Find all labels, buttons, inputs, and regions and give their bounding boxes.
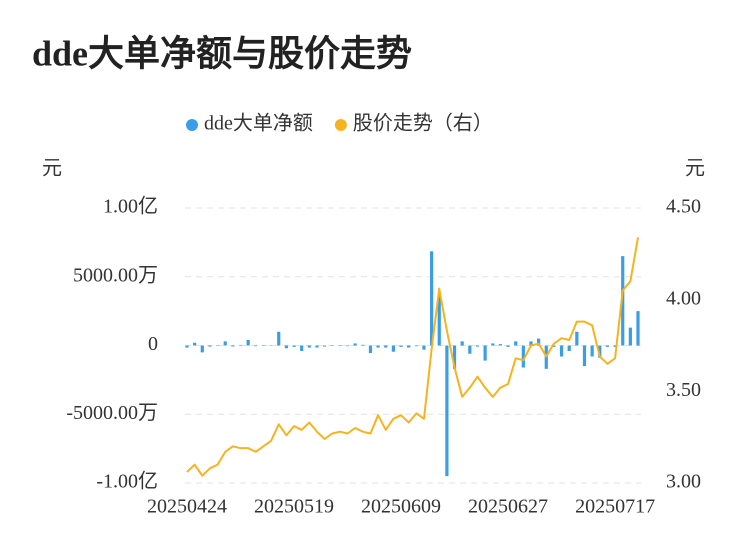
legend-label: dde大单净额 bbox=[204, 112, 313, 135]
x-tick-label: 20250519 bbox=[254, 496, 334, 518]
x-tick-label: 20250717 bbox=[575, 496, 655, 518]
legend-label: 股价走势（右） bbox=[353, 112, 493, 135]
bar bbox=[468, 345, 472, 354]
bar bbox=[521, 345, 525, 368]
y-tick-label: 0 bbox=[148, 333, 158, 355]
bar bbox=[514, 341, 518, 346]
x-tick-label: 20250627 bbox=[468, 496, 548, 518]
bar bbox=[529, 341, 533, 346]
chart-title: dde大单净额与股价走势 bbox=[32, 33, 412, 73]
bar bbox=[552, 345, 556, 347]
bar bbox=[223, 341, 227, 346]
bar bbox=[430, 251, 434, 346]
y2-tick-label: 3.00 bbox=[666, 471, 701, 493]
legend-marker bbox=[334, 119, 347, 131]
bar bbox=[215, 345, 220, 346]
bar bbox=[391, 345, 395, 352]
bar bbox=[238, 344, 243, 346]
bar bbox=[185, 345, 189, 348]
bar bbox=[246, 340, 250, 346]
bar bbox=[315, 345, 319, 348]
bar bbox=[361, 344, 365, 346]
bar bbox=[284, 345, 288, 349]
bar bbox=[582, 345, 587, 367]
bar bbox=[384, 345, 388, 348]
bar bbox=[277, 331, 281, 346]
bar bbox=[422, 345, 426, 350]
y-tick-label: 1.00亿 bbox=[103, 195, 158, 218]
bar bbox=[399, 345, 403, 347]
x-tick-label: 20250424 bbox=[147, 496, 227, 518]
bar bbox=[628, 327, 632, 346]
legend-marker bbox=[186, 119, 198, 131]
bar bbox=[208, 345, 212, 347]
bar bbox=[506, 345, 510, 347]
bar bbox=[498, 344, 503, 346]
bar bbox=[261, 345, 266, 346]
bar bbox=[292, 345, 296, 347]
bar bbox=[322, 345, 327, 347]
bar bbox=[338, 345, 342, 347]
y2-tick-label: 4.50 bbox=[666, 196, 701, 218]
bar bbox=[330, 345, 334, 346]
bar bbox=[269, 345, 273, 346]
price-line bbox=[186, 237, 639, 477]
y2-tick-label: 3.50 bbox=[666, 379, 701, 401]
y-tick-label: -5000.00万 bbox=[66, 402, 158, 424]
bar bbox=[368, 345, 373, 354]
bar bbox=[590, 345, 594, 357]
bar bbox=[300, 345, 304, 351]
bar bbox=[575, 331, 579, 346]
bar bbox=[345, 345, 350, 347]
bar bbox=[598, 345, 602, 358]
bar bbox=[200, 345, 204, 353]
bar bbox=[254, 345, 258, 347]
bar bbox=[376, 345, 380, 348]
bar bbox=[437, 294, 441, 346]
bar bbox=[559, 345, 564, 357]
y2-tick-label: 4.00 bbox=[666, 287, 701, 309]
bar bbox=[193, 342, 197, 346]
bar bbox=[567, 345, 571, 351]
x-tick-label: 20250609 bbox=[361, 496, 441, 518]
bar bbox=[407, 345, 411, 348]
bar bbox=[307, 345, 311, 348]
y-tick-label: -1.00亿 bbox=[96, 470, 158, 493]
y2-unit: 元 bbox=[685, 158, 705, 180]
bar bbox=[460, 341, 464, 346]
bar bbox=[445, 345, 449, 477]
y-tick-label: 5000.00万 bbox=[73, 264, 158, 286]
bar bbox=[353, 343, 357, 346]
bar bbox=[483, 345, 487, 361]
bar bbox=[414, 345, 418, 347]
y-unit: 元 bbox=[42, 158, 62, 180]
bar bbox=[475, 345, 480, 347]
bar bbox=[636, 311, 640, 346]
bar bbox=[452, 345, 457, 369]
bar bbox=[621, 256, 625, 346]
bar bbox=[605, 345, 610, 347]
bar bbox=[491, 343, 495, 346]
bar bbox=[537, 338, 541, 346]
bar bbox=[613, 345, 617, 347]
bar bbox=[231, 345, 235, 347]
